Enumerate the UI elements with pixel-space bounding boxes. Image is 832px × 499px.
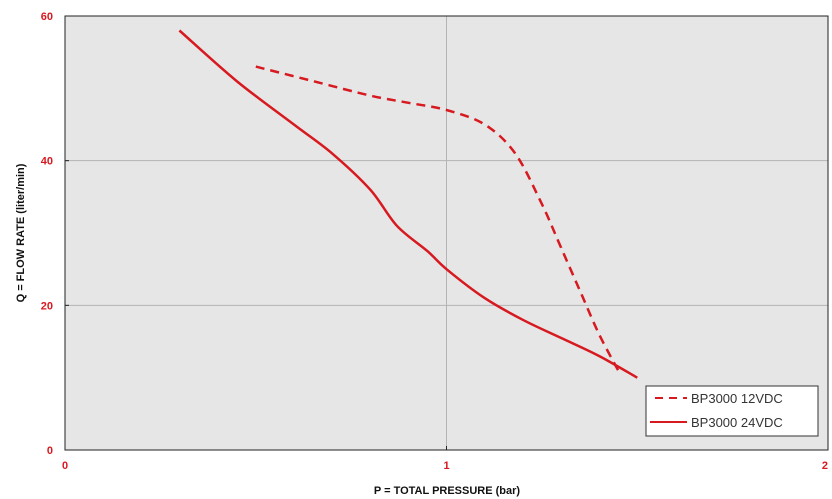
y-tick-label-1: 20 [41, 300, 53, 312]
legend: BP3000 12VDC BP3000 24VDC [645, 385, 819, 437]
y-tick-label-3: 60 [41, 11, 53, 23]
x-axis-title: P = TOTAL PRESSURE (bar) [374, 485, 521, 497]
y-tick-labels: 0 20 40 60 [41, 11, 69, 457]
y-tick-label-2: 40 [41, 156, 53, 168]
series-layer [178, 29, 638, 379]
x-tick-label-2: 2 [822, 460, 828, 472]
grid-layer [65, 16, 828, 450]
legend-label-24vdc: BP3000 24VDC [691, 415, 783, 430]
x-tick-label-0: 0 [62, 460, 68, 472]
legend-box [645, 385, 819, 437]
y-tick-label-0: 0 [47, 445, 53, 457]
series-line-bp3000-24vdc [178, 29, 638, 379]
legend-label-12vdc: BP3000 12VDC [691, 391, 783, 406]
y-axis-title: Q = FLOW RATE (liter/min) [15, 163, 27, 302]
x-tick-label-1: 1 [443, 460, 449, 472]
series-line-bp3000-12vdc [255, 65, 620, 371]
x-tick-labels: 0 1 2 [62, 446, 829, 472]
